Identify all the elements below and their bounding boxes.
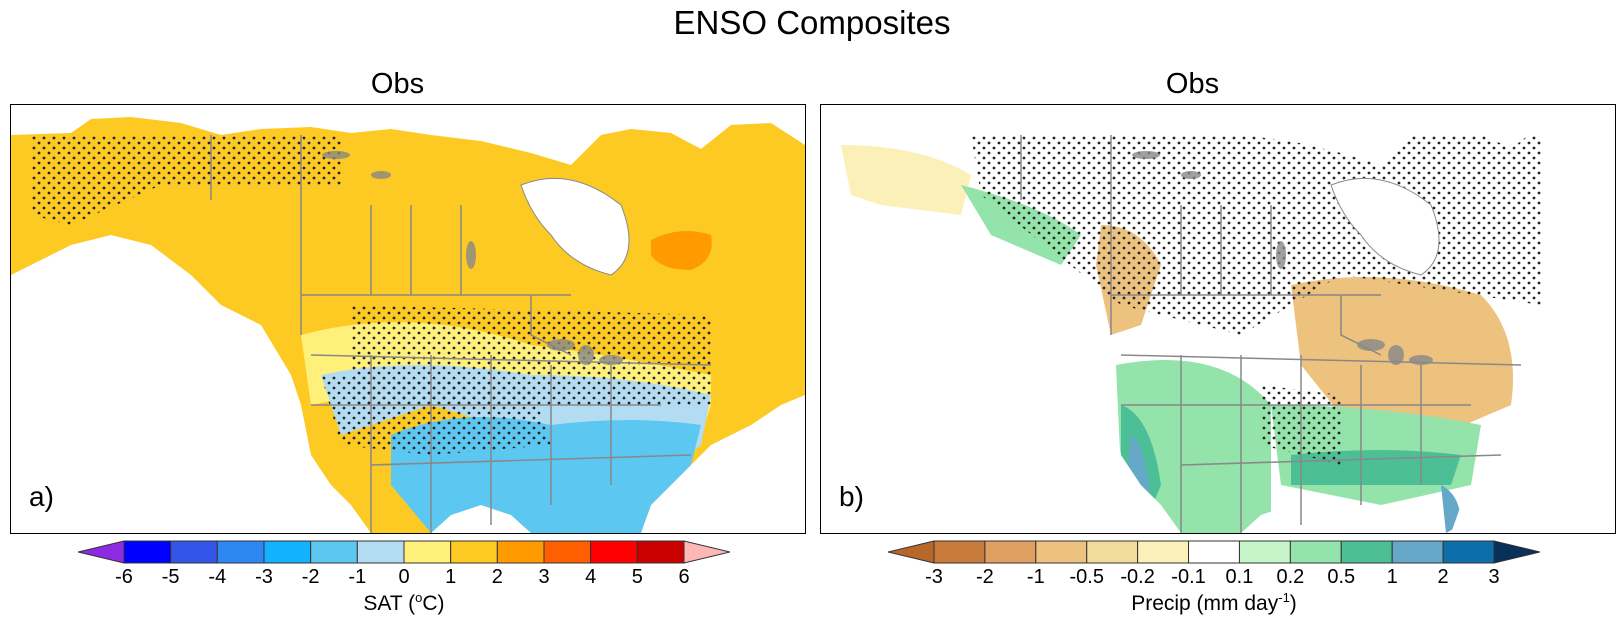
colorbar-tick-label: -5: [161, 566, 180, 588]
colorbar-high-extend: [683, 540, 730, 564]
colorbar-swatch: [356, 540, 405, 564]
colorbar-low-extend: [78, 540, 125, 564]
colorbar-tick-label: 1: [445, 566, 457, 588]
colorbar-swatch: [1289, 540, 1342, 564]
colorbar-tick-label: 4: [585, 566, 597, 588]
sat-colorbar-label: SAT (oC): [363, 590, 445, 615]
panel-a-title: Obs: [370, 68, 425, 100]
panel-a-map: a): [10, 104, 806, 534]
colorbar-tick-label: -1: [1026, 566, 1045, 588]
colorbar-tick-label: -0.5: [1069, 566, 1104, 588]
colorbar-swatch: [123, 540, 172, 564]
panel-b-label: b): [839, 481, 864, 512]
colorbar-swatch: [1188, 540, 1240, 564]
colorbar-tick-label: -0.2: [1120, 566, 1155, 588]
colorbar-swatch: [1442, 540, 1495, 564]
colorbar-swatch: [1086, 540, 1139, 564]
panel-a-label: a): [29, 481, 54, 512]
colorbar-tick-label: 0: [398, 566, 410, 588]
colorbar-swatch: [496, 540, 545, 564]
colorbar-swatch: [1035, 540, 1088, 564]
colorbar-tick-label: 0.1: [1225, 566, 1254, 588]
colorbar-swatch: [310, 540, 358, 564]
colorbar-tick-label: -0.1: [1171, 566, 1206, 588]
colorbar-tick-label: 1: [1386, 566, 1398, 588]
colorbar-tick-label: -2: [976, 566, 994, 588]
colorbar-tick-label: 2: [1437, 566, 1449, 588]
colorbar-tick-label: 2: [491, 566, 503, 588]
sat-map: [11, 117, 805, 533]
precip-map: [821, 117, 1615, 533]
colorbar-tick-label: -6: [115, 566, 133, 588]
colorbar-tick-label: 3: [538, 566, 550, 588]
colorbar-tick-label: -2: [301, 566, 320, 588]
colorbar-tick-label: 6: [678, 566, 690, 588]
colorbar-tick-label: -1: [348, 566, 367, 588]
colorbar-swatch: [170, 540, 218, 564]
colorbar-swatch: [216, 540, 265, 564]
colorbar-swatch: [263, 540, 312, 564]
colorbar-low-extend: [888, 540, 935, 564]
colorbar-tick-label: 0.5: [1327, 566, 1356, 588]
panel-b-title: Obs: [1165, 68, 1220, 100]
colorbar-tick-label: 3: [1488, 566, 1500, 588]
colorbar-swatch: [590, 540, 638, 564]
colorbar-tick-label: -3: [925, 566, 943, 588]
precip-colorbar: [888, 540, 1540, 564]
colorbar-tick-label: -3: [255, 566, 273, 588]
colorbar-tick-label: -4: [208, 566, 227, 588]
colorbar-swatch: [1137, 540, 1190, 564]
colorbar-swatch: [543, 540, 592, 564]
colorbar-swatch: [1391, 540, 1444, 564]
precip-colorbar-label: Precip (mm day-1): [1131, 590, 1297, 615]
colorbar-swatch: [984, 540, 1037, 564]
colorbar-swatch: [450, 540, 498, 564]
colorbar-swatch: [403, 540, 452, 564]
panel-b-map: b): [820, 104, 1616, 534]
sat-colorbar: [78, 540, 730, 564]
colorbar-tick-label: 0.2: [1276, 566, 1305, 588]
colorbar-swatch: [933, 540, 986, 564]
colorbar-swatch: [1238, 540, 1291, 564]
colorbar-tick-label: 5: [631, 566, 643, 588]
figure-title: ENSO Composites: [673, 4, 951, 41]
colorbar-swatch: [1340, 540, 1393, 564]
colorbar-swatch: [636, 540, 685, 564]
colorbar-high-extend: [1493, 540, 1540, 564]
